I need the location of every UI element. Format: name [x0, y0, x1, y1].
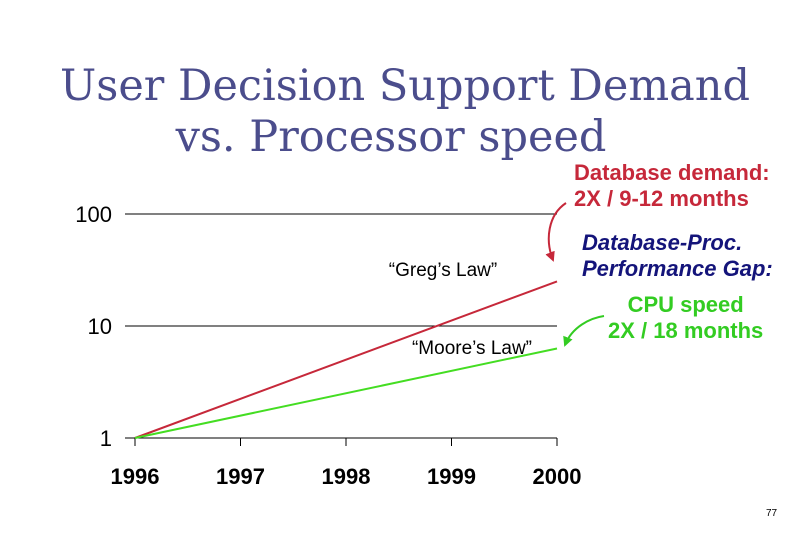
- db-demand-line-2: 2X / 9-12 months: [574, 186, 749, 211]
- axes: [134, 438, 558, 446]
- series: “Greg’s Law” “Moore’s Law”: [134, 260, 558, 439]
- gridlines: [125, 213, 557, 439]
- y-tick-label: 100: [75, 202, 112, 227]
- cpu-line-2: 2X / 18 months: [608, 318, 764, 343]
- slide-title-line-2: vs. Processor speed: [175, 112, 607, 162]
- y-tick-label: 1: [100, 426, 112, 451]
- x-tick-label: 1997: [216, 464, 265, 489]
- x-tick-label: 1996: [111, 464, 160, 489]
- series-line-1: [134, 347, 558, 439]
- performance-gap-note: Database-Proc. Performance Gap:: [582, 230, 773, 282]
- db-demand-line-1: Database demand:: [574, 160, 770, 185]
- db-demand-note: Database demand: 2X / 9-12 months: [574, 160, 770, 212]
- page-number: 77: [766, 508, 778, 519]
- gap-line-2: Performance Gap:: [582, 256, 773, 281]
- db-demand-arrow: [545, 202, 567, 262]
- series-label: “Moore’s Law”: [412, 338, 532, 359]
- series-label: “Greg’s Law”: [389, 260, 497, 281]
- cpu-speed-arrow: [563, 315, 605, 347]
- x-tick-label: 2000: [533, 464, 582, 489]
- cpu-speed-note: CPU speed 2X / 18 months: [608, 292, 763, 344]
- tick-labels: 1 10 100 1996 1997 1998 1999 2000: [75, 202, 581, 489]
- slide-title-line-1: User Decision Support Demand: [60, 61, 750, 111]
- gap-line-1: Database-Proc.: [582, 230, 743, 255]
- series-line-0: [134, 280, 558, 439]
- cpu-line-1: CPU speed: [627, 292, 744, 317]
- x-tick-label: 1998: [322, 464, 371, 489]
- x-tick-label: 1999: [427, 464, 476, 489]
- y-tick-label: 10: [88, 314, 112, 339]
